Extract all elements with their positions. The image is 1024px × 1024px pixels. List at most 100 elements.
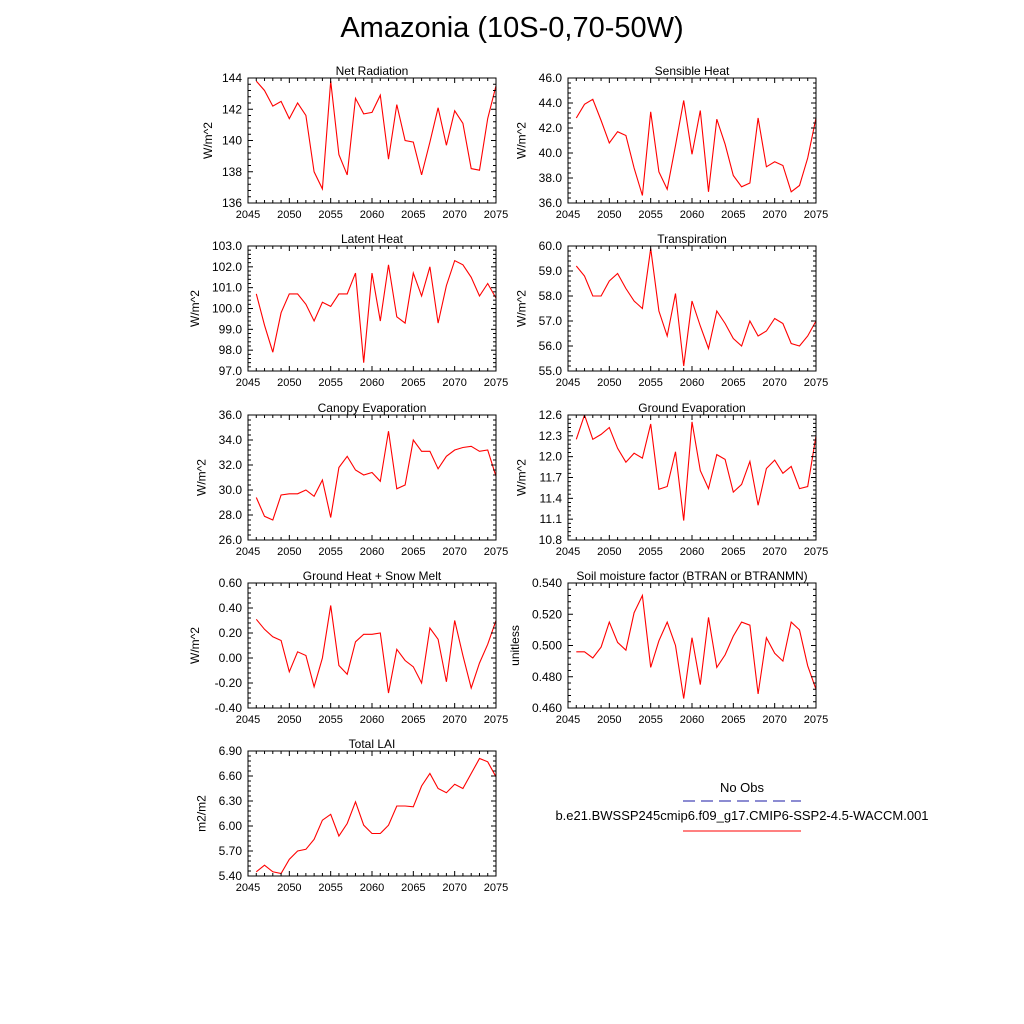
x-tick-label: 2055 xyxy=(318,546,342,558)
y-tick-label: 0.480 xyxy=(532,670,562,684)
x-tick-label: 2050 xyxy=(597,546,621,558)
x-tick-label: 2055 xyxy=(318,714,342,726)
x-tick-label: 2045 xyxy=(556,377,580,389)
x-tick-label: 2075 xyxy=(484,377,508,389)
x-tick-label: 2060 xyxy=(680,714,704,726)
y-tick-label: 36.0 xyxy=(539,196,563,210)
y-tick-label: 58.0 xyxy=(539,289,563,303)
y-tick-label: 0.500 xyxy=(532,639,562,653)
x-tick-label: 2065 xyxy=(721,714,745,726)
y-axis-label: W/m^2 xyxy=(188,627,202,664)
series-line xyxy=(255,259,496,363)
plot-frame xyxy=(247,414,497,541)
figure-title: Amazonia (10S-0,70-50W) xyxy=(340,12,684,44)
plot-frame xyxy=(247,245,497,372)
series-line xyxy=(575,248,816,367)
x-tick-label: 2070 xyxy=(442,714,466,726)
x-tick-label: 2050 xyxy=(277,882,301,894)
x-tick-label: 2065 xyxy=(401,882,425,894)
x-tick-label: 2075 xyxy=(804,377,828,389)
y-tick-label: 6.90 xyxy=(219,744,243,758)
y-tick-label: 0.60 xyxy=(219,576,243,590)
x-tick-label: 2055 xyxy=(638,546,662,558)
y-tick-label: 0.20 xyxy=(219,626,243,640)
x-tick-label: 2065 xyxy=(401,546,425,558)
x-tick-label: 2055 xyxy=(638,209,662,221)
x-tick-label: 2070 xyxy=(762,714,786,726)
x-tick-label: 2045 xyxy=(556,209,580,221)
y-tick-label: 56.0 xyxy=(539,339,563,353)
x-tick-label: 2075 xyxy=(804,546,828,558)
y-tick-label: 6.30 xyxy=(219,794,243,808)
x-tick-label: 2065 xyxy=(401,377,425,389)
x-tick-label: 2045 xyxy=(236,209,260,221)
x-tick-label: 2070 xyxy=(762,546,786,558)
y-tick-label: 142 xyxy=(222,102,242,116)
x-tick-label: 2070 xyxy=(762,209,786,221)
y-tick-label: 0.40 xyxy=(219,601,243,615)
legend-obs-label: No Obs xyxy=(720,780,765,795)
chart-title: Net Radiation xyxy=(336,64,409,78)
y-tick-label: 0.540 xyxy=(532,576,562,590)
y-tick-label: 138 xyxy=(222,165,242,179)
x-tick-label: 2055 xyxy=(638,377,662,389)
x-tick-label: 2060 xyxy=(360,882,384,894)
x-tick-label: 2050 xyxy=(597,714,621,726)
x-tick-label: 2050 xyxy=(277,546,301,558)
y-tick-label: 30.0 xyxy=(219,483,243,497)
x-tick-label: 2075 xyxy=(804,714,828,726)
y-axis-label: W/m^2 xyxy=(201,122,215,159)
x-tick-label: 2050 xyxy=(277,209,301,221)
chart-title: Canopy Evaporation xyxy=(318,401,427,415)
chart-sensible-heat: Sensible Heat 2045 2050 2055 2060 2065 2070 207… xyxy=(515,64,829,221)
y-axis-label: W/m^2 xyxy=(195,459,209,496)
chart-transpiration: Transpiration 2045 2050 2055 2060 2065 2070 207… xyxy=(515,232,829,389)
y-tick-label: 44.0 xyxy=(539,96,563,110)
y-tick-label: 98.0 xyxy=(219,343,243,357)
y-tick-label: 12.3 xyxy=(539,429,563,443)
x-tick-label: 2045 xyxy=(556,714,580,726)
x-tick-label: 2050 xyxy=(597,377,621,389)
chart-ground-evaporation: Ground Evaporation 2045 2050 2055 2060 2065 20… xyxy=(515,401,829,558)
x-tick-label: 2055 xyxy=(318,209,342,221)
y-tick-label: 6.00 xyxy=(219,819,243,833)
y-tick-label: 11.4 xyxy=(540,491,563,505)
plot-frame xyxy=(247,77,497,204)
chart-title: Transpiration xyxy=(657,232,727,246)
y-tick-label: 34.0 xyxy=(219,433,243,447)
y-tick-label: -0.40 xyxy=(215,701,243,715)
series-line xyxy=(576,593,816,699)
series-line xyxy=(255,80,496,191)
y-tick-label: 59.0 xyxy=(539,264,563,278)
series-line xyxy=(255,605,496,694)
y-tick-label: 11.1 xyxy=(540,512,563,526)
plot-frame xyxy=(567,77,817,204)
x-tick-label: 2070 xyxy=(762,377,786,389)
x-tick-label: 2050 xyxy=(277,714,301,726)
x-tick-label: 2045 xyxy=(236,377,260,389)
x-tick-label: 2050 xyxy=(277,377,301,389)
chart-title: Ground Heat + Snow Melt xyxy=(303,569,442,583)
x-tick-label: 2070 xyxy=(442,209,466,221)
x-tick-label: 2060 xyxy=(680,377,704,389)
y-tick-label: 97.0 xyxy=(219,364,243,378)
y-tick-label: 140 xyxy=(222,134,242,148)
series-line xyxy=(575,415,816,521)
series-line xyxy=(575,98,816,196)
y-tick-label: 36.0 xyxy=(219,408,243,422)
y-tick-label: 0.460 xyxy=(532,701,562,715)
x-tick-label: 2060 xyxy=(360,546,384,558)
x-tick-label: 2060 xyxy=(360,714,384,726)
x-tick-label: 2070 xyxy=(442,377,466,389)
x-tick-label: 2060 xyxy=(680,209,704,221)
y-tick-label: 28.0 xyxy=(219,508,243,522)
chart-soil-moisture-factor: Soil moisture factor (BTRAN or BTRANMN) 2… xyxy=(508,569,828,726)
y-tick-label: 40.0 xyxy=(539,146,563,160)
y-tick-label: 60.0 xyxy=(539,239,563,253)
y-tick-label: 136 xyxy=(222,196,242,210)
plot-frame xyxy=(567,582,817,709)
x-tick-label: 2065 xyxy=(721,546,745,558)
y-tick-label: 100.0 xyxy=(212,302,242,316)
chart-net-radiation: Net Radiation 2045 2050 2055 2060 2065 2070 207… xyxy=(201,64,508,221)
